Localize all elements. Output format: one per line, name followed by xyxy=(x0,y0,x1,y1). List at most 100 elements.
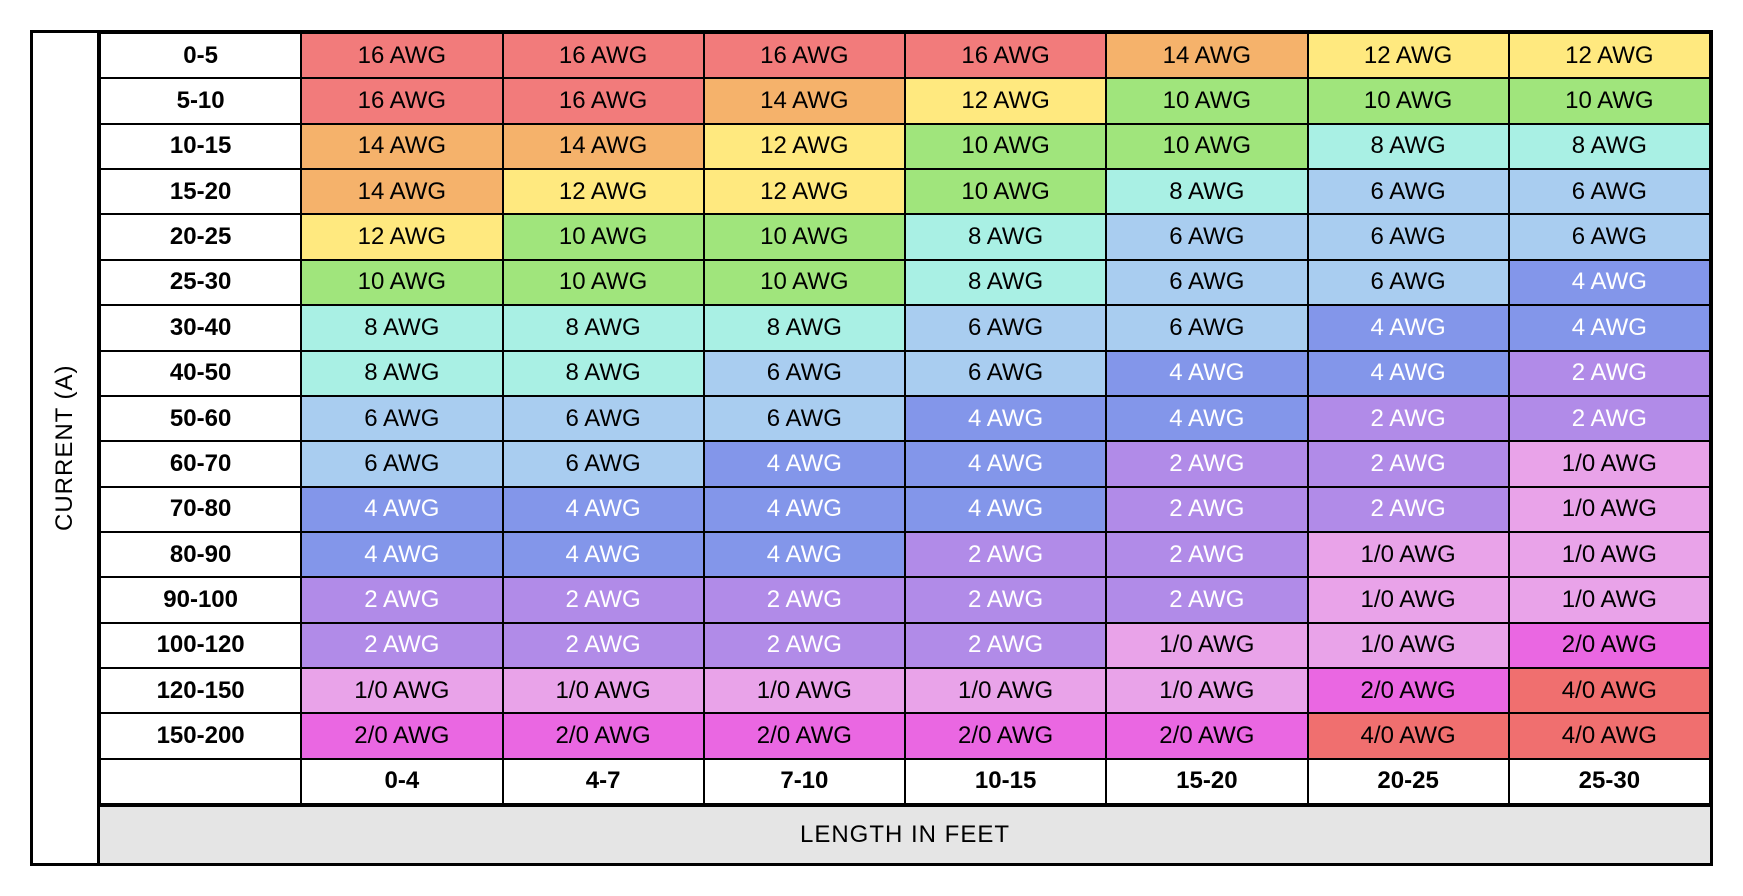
data-cell: 16 AWG xyxy=(704,33,905,78)
data-cell: 12 AWG xyxy=(1308,33,1509,78)
corner-blank xyxy=(100,759,301,804)
data-cell: 10 AWG xyxy=(1106,124,1307,169)
data-cell: 8 AWG xyxy=(1106,169,1307,214)
row-header: 150-200 xyxy=(100,713,301,758)
data-cell: 14 AWG xyxy=(1106,33,1307,78)
data-cell: 6 AWG xyxy=(1509,169,1710,214)
data-cell: 4 AWG xyxy=(1509,305,1710,350)
data-cell: 2 AWG xyxy=(1308,396,1509,441)
data-cell: 2 AWG xyxy=(704,577,905,622)
data-cell: 4 AWG xyxy=(905,396,1106,441)
data-cell: 6 AWG xyxy=(1308,214,1509,259)
data-cell: 4 AWG xyxy=(503,532,704,577)
table-row: 90-1002 AWG2 AWG2 AWG2 AWG2 AWG1/0 AWG1/… xyxy=(100,577,1710,622)
data-cell: 12 AWG xyxy=(301,214,502,259)
table-row: 70-804 AWG4 AWG4 AWG4 AWG2 AWG2 AWG1/0 A… xyxy=(100,487,1710,532)
row-header: 5-10 xyxy=(100,78,301,123)
data-cell: 8 AWG xyxy=(905,260,1106,305)
table-row: 5-1016 AWG16 AWG14 AWG12 AWG10 AWG10 AWG… xyxy=(100,78,1710,123)
data-cell: 10 AWG xyxy=(905,169,1106,214)
data-cell: 16 AWG xyxy=(503,33,704,78)
data-cell: 4/0 AWG xyxy=(1509,713,1710,758)
data-cell: 2/0 AWG xyxy=(1106,713,1307,758)
data-cell: 1/0 AWG xyxy=(1509,577,1710,622)
table-row: 120-1501/0 AWG1/0 AWG1/0 AWG1/0 AWG1/0 A… xyxy=(100,668,1710,713)
data-cell: 2/0 AWG xyxy=(1308,668,1509,713)
table-row: 40-508 AWG8 AWG6 AWG6 AWG4 AWG4 AWG2 AWG xyxy=(100,351,1710,396)
data-cell: 16 AWG xyxy=(301,78,502,123)
column-header: 7-10 xyxy=(704,759,905,804)
data-cell: 1/0 AWG xyxy=(1509,441,1710,486)
data-rows: 0-516 AWG16 AWG16 AWG16 AWG14 AWG12 AWG1… xyxy=(100,33,1710,759)
data-cell: 2/0 AWG xyxy=(301,713,502,758)
data-cell: 1/0 AWG xyxy=(1308,532,1509,577)
data-cell: 8 AWG xyxy=(905,214,1106,259)
data-cell: 6 AWG xyxy=(1106,214,1307,259)
row-header: 0-5 xyxy=(100,33,301,78)
data-cell: 8 AWG xyxy=(301,305,502,350)
table-row: 25-3010 AWG10 AWG10 AWG8 AWG6 AWG6 AWG4 … xyxy=(100,260,1710,305)
data-cell: 12 AWG xyxy=(704,169,905,214)
data-cell: 4 AWG xyxy=(301,532,502,577)
chart-grid: 0-516 AWG16 AWG16 AWG16 AWG14 AWG12 AWG1… xyxy=(100,33,1710,863)
data-cell: 1/0 AWG xyxy=(301,668,502,713)
data-cell: 6 AWG xyxy=(905,351,1106,396)
wire-gauge-chart: CURRENT (A) 0-516 AWG16 AWG16 AWG16 AWG1… xyxy=(30,30,1713,866)
table-row: 30-408 AWG8 AWG8 AWG6 AWG6 AWG4 AWG4 AWG xyxy=(100,305,1710,350)
data-cell: 2 AWG xyxy=(301,577,502,622)
data-cell: 4 AWG xyxy=(1308,305,1509,350)
data-cell: 12 AWG xyxy=(503,169,704,214)
data-cell: 4/0 AWG xyxy=(1308,713,1509,758)
table-row: 60-706 AWG6 AWG4 AWG4 AWG2 AWG2 AWG1/0 A… xyxy=(100,441,1710,486)
row-header: 25-30 xyxy=(100,260,301,305)
row-header: 100-120 xyxy=(100,623,301,668)
data-cell: 8 AWG xyxy=(503,305,704,350)
data-cell: 6 AWG xyxy=(1308,169,1509,214)
data-cell: 8 AWG xyxy=(503,351,704,396)
table-row: 100-1202 AWG2 AWG2 AWG2 AWG1/0 AWG1/0 AW… xyxy=(100,623,1710,668)
data-cell: 2/0 AWG xyxy=(905,713,1106,758)
data-cell: 14 AWG xyxy=(301,124,502,169)
data-cell: 6 AWG xyxy=(1509,214,1710,259)
data-cell: 12 AWG xyxy=(704,124,905,169)
data-cell: 6 AWG xyxy=(704,396,905,441)
data-cell: 4 AWG xyxy=(704,532,905,577)
row-header: 60-70 xyxy=(100,441,301,486)
data-cell: 4/0 AWG xyxy=(1509,668,1710,713)
data-cell: 6 AWG xyxy=(1308,260,1509,305)
data-cell: 6 AWG xyxy=(301,441,502,486)
data-cell: 6 AWG xyxy=(1106,305,1307,350)
data-cell: 1/0 AWG xyxy=(905,668,1106,713)
table-row: 80-904 AWG4 AWG4 AWG2 AWG2 AWG1/0 AWG1/0… xyxy=(100,532,1710,577)
column-headers-row: 0-44-77-1010-1515-2020-2525-30 xyxy=(100,759,1710,804)
data-cell: 10 AWG xyxy=(503,214,704,259)
data-cell: 1/0 AWG xyxy=(1106,668,1307,713)
data-cell: 4 AWG xyxy=(1106,396,1307,441)
data-cell: 10 AWG xyxy=(301,260,502,305)
data-cell: 10 AWG xyxy=(704,260,905,305)
column-header: 4-7 xyxy=(503,759,704,804)
data-cell: 14 AWG xyxy=(503,124,704,169)
data-cell: 6 AWG xyxy=(704,351,905,396)
column-header: 25-30 xyxy=(1509,759,1710,804)
data-cell: 6 AWG xyxy=(503,396,704,441)
data-cell: 6 AWG xyxy=(503,441,704,486)
x-axis-label: LENGTH IN FEET xyxy=(100,804,1710,863)
row-header: 15-20 xyxy=(100,169,301,214)
row-header: 10-15 xyxy=(100,124,301,169)
data-cell: 2 AWG xyxy=(503,577,704,622)
data-cell: 4 AWG xyxy=(704,441,905,486)
data-cell: 2 AWG xyxy=(1308,441,1509,486)
data-cell: 10 AWG xyxy=(905,124,1106,169)
table-row: 10-1514 AWG14 AWG12 AWG10 AWG10 AWG8 AWG… xyxy=(100,124,1710,169)
data-cell: 6 AWG xyxy=(301,396,502,441)
data-cell: 2 AWG xyxy=(301,623,502,668)
row-header: 40-50 xyxy=(100,351,301,396)
table-row: 50-606 AWG6 AWG6 AWG4 AWG4 AWG2 AWG2 AWG xyxy=(100,396,1710,441)
table-row: 15-2014 AWG12 AWG12 AWG10 AWG8 AWG6 AWG6… xyxy=(100,169,1710,214)
data-cell: 2/0 AWG xyxy=(704,713,905,758)
data-cell: 4 AWG xyxy=(301,487,502,532)
table-row: 0-516 AWG16 AWG16 AWG16 AWG14 AWG12 AWG1… xyxy=(100,33,1710,78)
data-cell: 2 AWG xyxy=(1308,487,1509,532)
column-header: 20-25 xyxy=(1308,759,1509,804)
